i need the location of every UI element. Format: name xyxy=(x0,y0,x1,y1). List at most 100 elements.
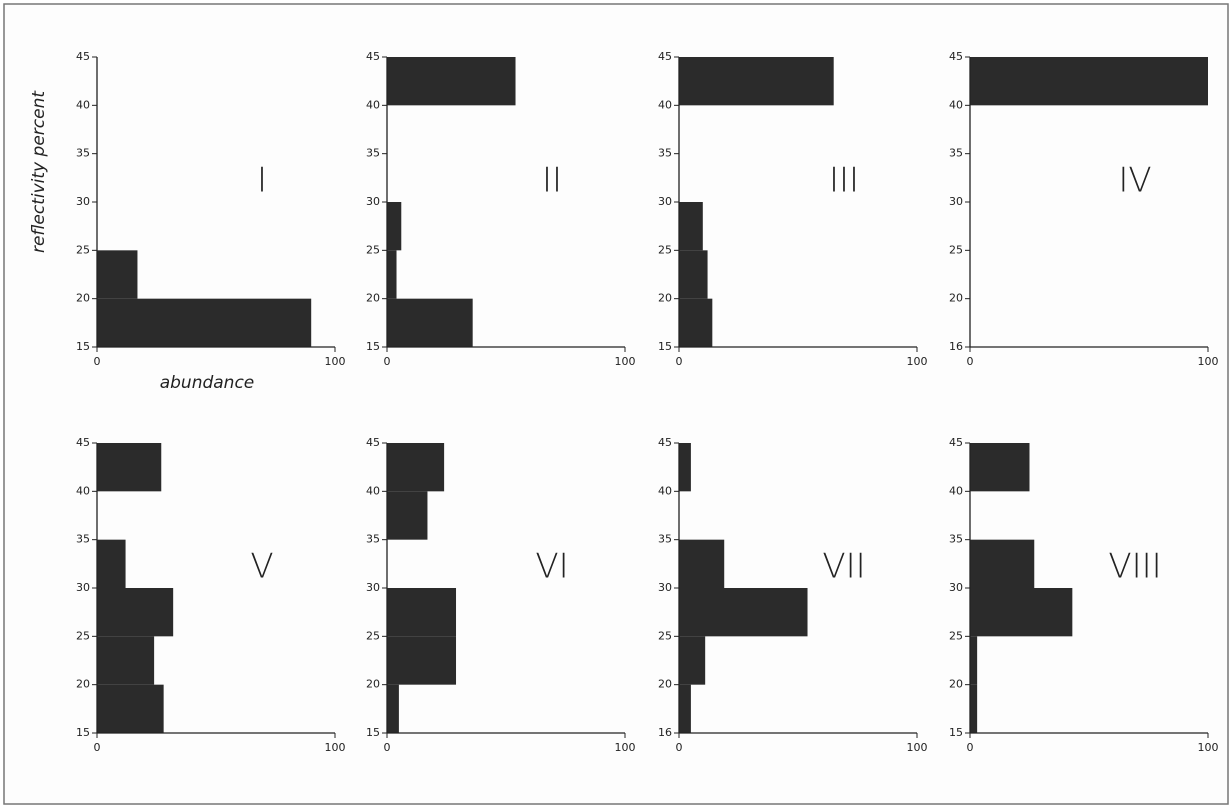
y-tick-label: 45 xyxy=(658,50,672,63)
y-tick-label: 30 xyxy=(658,195,672,208)
y-tick-label: 45 xyxy=(76,436,90,449)
bar xyxy=(679,443,691,492)
y-tick-label: 35 xyxy=(658,533,672,546)
bar xyxy=(97,636,155,685)
bar xyxy=(970,539,1035,588)
bar xyxy=(679,684,691,733)
y-tick-label: 40 xyxy=(949,98,963,111)
y-tick-label: 25 xyxy=(658,629,672,642)
bar xyxy=(97,298,312,347)
y-tick-label: 25 xyxy=(949,243,963,256)
bar xyxy=(679,588,808,637)
y-tick-label: 40 xyxy=(658,98,672,111)
x-tick-label: 100 xyxy=(907,355,928,368)
y-tick-label: 20 xyxy=(76,292,90,305)
y-tick-label: 40 xyxy=(949,484,963,497)
bar xyxy=(97,539,126,588)
x-tick-label: 0 xyxy=(676,741,683,754)
y-tick-label: 15 xyxy=(76,340,90,353)
y-tick-label: 35 xyxy=(949,147,963,160)
bar xyxy=(679,202,703,251)
y-tick-label: 30 xyxy=(366,581,380,594)
y-tick-label: 25 xyxy=(949,629,963,642)
y-tick-label: 40 xyxy=(76,98,90,111)
y-tick-label: 15 xyxy=(76,726,90,739)
frame xyxy=(3,3,1229,805)
y-tick-label: 40 xyxy=(658,484,672,497)
bar xyxy=(970,443,1030,492)
y-tick-label: 15 xyxy=(658,340,672,353)
bar xyxy=(97,588,174,637)
bar xyxy=(970,684,978,733)
x-tick-label: 0 xyxy=(94,355,101,368)
y-tick-label: 15 xyxy=(366,726,380,739)
y-tick-label: 30 xyxy=(949,195,963,208)
y-tick-label: 35 xyxy=(76,147,90,160)
y-tick-label: 25 xyxy=(76,629,90,642)
y-tick-label: 30 xyxy=(949,581,963,594)
panel-label: I xyxy=(257,161,267,201)
x-tick-label: 100 xyxy=(907,741,928,754)
panel-label: III xyxy=(829,161,859,201)
y-tick-label: 25 xyxy=(658,243,672,256)
y-tick-label: 20 xyxy=(658,292,672,305)
bar xyxy=(970,636,978,685)
bar xyxy=(387,250,397,299)
bar xyxy=(970,57,1208,106)
bar xyxy=(679,57,834,106)
y-tick-label: 25 xyxy=(366,629,380,642)
y-tick-label: 15 xyxy=(949,726,963,739)
panel-label: IV xyxy=(1118,161,1151,201)
y-tick-label: 45 xyxy=(658,436,672,449)
bar xyxy=(97,443,162,492)
y-tick-label: 20 xyxy=(949,678,963,691)
y-tick-label: 25 xyxy=(76,243,90,256)
y-tick-label: 30 xyxy=(658,581,672,594)
x-tick-label: 100 xyxy=(325,355,346,368)
y-tick-label: 16 xyxy=(949,340,963,353)
y-tick-label: 30 xyxy=(366,195,380,208)
panel-label: V xyxy=(250,547,273,587)
bar xyxy=(97,684,164,733)
bar xyxy=(97,250,138,299)
y-tick-label: 45 xyxy=(949,50,963,63)
x-tick-label: 100 xyxy=(615,355,636,368)
y-axis-label: reflectivity percent xyxy=(29,90,49,253)
x-tick-label: 100 xyxy=(1198,355,1219,368)
bar xyxy=(387,298,473,347)
bar xyxy=(387,684,399,733)
x-tick-label: 0 xyxy=(967,355,974,368)
y-tick-label: 30 xyxy=(76,195,90,208)
bar xyxy=(387,202,402,251)
y-tick-label: 35 xyxy=(76,533,90,546)
y-tick-label: 35 xyxy=(366,533,380,546)
bar xyxy=(387,57,516,106)
bar xyxy=(387,443,445,492)
x-tick-label: 0 xyxy=(384,741,391,754)
bar xyxy=(387,636,457,685)
bar xyxy=(387,491,428,540)
x-tick-label: 0 xyxy=(384,355,391,368)
y-tick-label: 40 xyxy=(76,484,90,497)
bar xyxy=(679,298,713,347)
y-tick-label: 20 xyxy=(658,678,672,691)
y-tick-label: 45 xyxy=(366,436,380,449)
bar xyxy=(970,588,1073,637)
x-tick-label: 0 xyxy=(967,741,974,754)
panel-label: VIII xyxy=(1108,547,1161,587)
y-tick-label: 45 xyxy=(366,50,380,63)
panel-label: VI xyxy=(535,547,568,587)
y-tick-label: 20 xyxy=(366,678,380,691)
panel-label: VII xyxy=(822,547,865,587)
y-tick-label: 16 xyxy=(658,726,672,739)
y-tick-label: 35 xyxy=(366,147,380,160)
y-tick-label: 20 xyxy=(76,678,90,691)
x-tick-label: 0 xyxy=(676,355,683,368)
y-tick-label: 45 xyxy=(76,50,90,63)
y-tick-label: 25 xyxy=(366,243,380,256)
y-tick-label: 45 xyxy=(949,436,963,449)
y-tick-label: 40 xyxy=(366,484,380,497)
panel-label: II xyxy=(542,161,562,201)
x-tick-label: 100 xyxy=(1198,741,1219,754)
